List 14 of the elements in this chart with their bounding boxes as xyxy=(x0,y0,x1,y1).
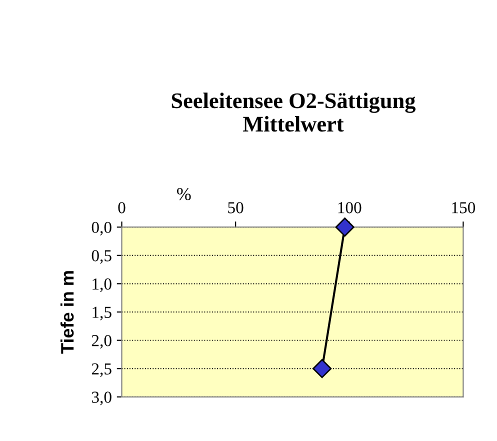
y-tick-label: 2,5 xyxy=(92,363,112,377)
x-tick-label: 50 xyxy=(228,202,244,214)
x-axis-title: % xyxy=(177,188,191,200)
y-tick-label: 1,5 xyxy=(92,306,112,320)
x-tick-label: 0 xyxy=(118,202,126,214)
y-axis-title: Tiefe in m xyxy=(60,271,74,354)
y-tick-label: 2,0 xyxy=(92,335,112,349)
chart-title: Seeleitensee O2-Sättigung Mittelwert xyxy=(172,92,416,132)
y-tick-label: 0,0 xyxy=(92,222,112,236)
x-tick-label: 100 xyxy=(338,202,362,214)
y-tick-label: 0,5 xyxy=(92,250,112,264)
x-tick-label: 150 xyxy=(452,202,476,214)
y-tick-label: 1,0 xyxy=(92,278,112,292)
y-tick-label: 3,0 xyxy=(92,392,112,406)
